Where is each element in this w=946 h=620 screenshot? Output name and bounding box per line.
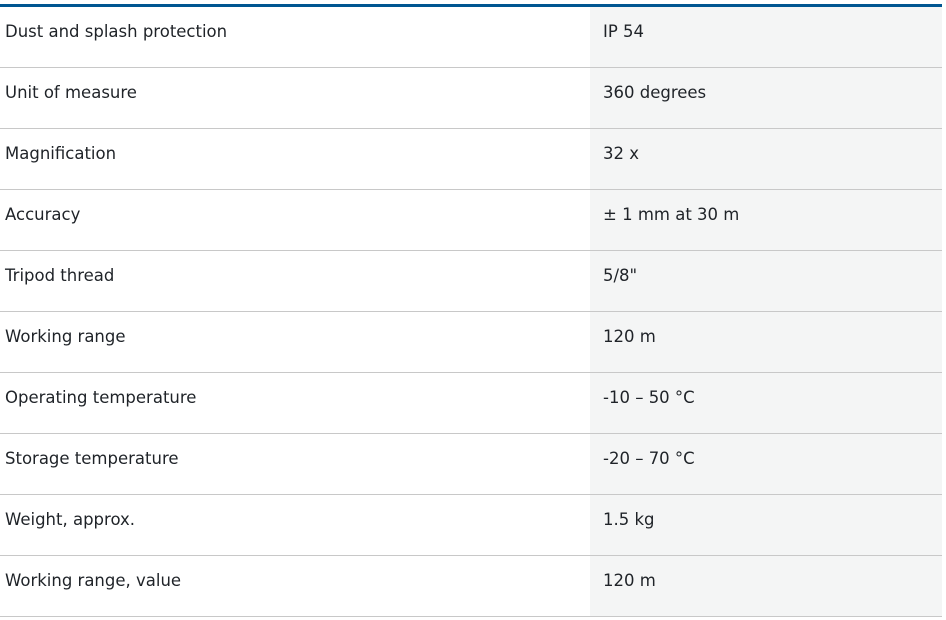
table-row: Operating temperature -10 – 50 °C xyxy=(0,373,942,434)
spec-value: 32 x xyxy=(590,129,942,189)
spec-value: 120 m xyxy=(590,312,942,372)
spec-label: Tripod thread xyxy=(5,266,115,285)
table-row: Tripod thread 5/8" xyxy=(0,251,942,312)
spec-value: 5/8" xyxy=(590,251,942,311)
spec-label: Operating temperature xyxy=(5,388,197,407)
table-row: Storage temperature -20 – 70 °C xyxy=(0,434,942,495)
table-row: Working range 120 m xyxy=(0,312,942,373)
spec-value: IP 54 xyxy=(590,7,942,67)
spec-label: Magnification xyxy=(5,144,117,163)
spec-value: -20 – 70 °C xyxy=(590,434,942,494)
specifications-table: Dust and splash protection IP 54 Unit of … xyxy=(0,4,942,617)
table-row: Weight, approx. 1.5 kg xyxy=(0,495,942,556)
spec-value: 120 m xyxy=(590,556,942,616)
spec-label: Dust and splash protection xyxy=(5,22,228,41)
spec-label: Accuracy xyxy=(5,205,81,224)
spec-label: Working range, value xyxy=(5,571,182,590)
spec-value: 360 degrees xyxy=(590,68,942,128)
spec-label: Unit of measure xyxy=(5,83,137,102)
table-row: Magnification 32 x xyxy=(0,129,942,190)
spec-value: 1.5 kg xyxy=(590,495,942,555)
table-row: Accuracy ± 1 mm at 30 m xyxy=(0,190,942,251)
table-row: Dust and splash protection IP 54 xyxy=(0,7,942,68)
spec-label: Working range xyxy=(5,327,126,346)
spec-label: Weight, approx. xyxy=(5,510,136,529)
table-row: Working range, value 120 m xyxy=(0,556,942,617)
table-row: Unit of measure 360 degrees xyxy=(0,68,942,129)
spec-value: -10 – 50 °C xyxy=(590,373,942,433)
spec-value: ± 1 mm at 30 m xyxy=(590,190,942,250)
spec-label: Storage temperature xyxy=(5,449,179,468)
